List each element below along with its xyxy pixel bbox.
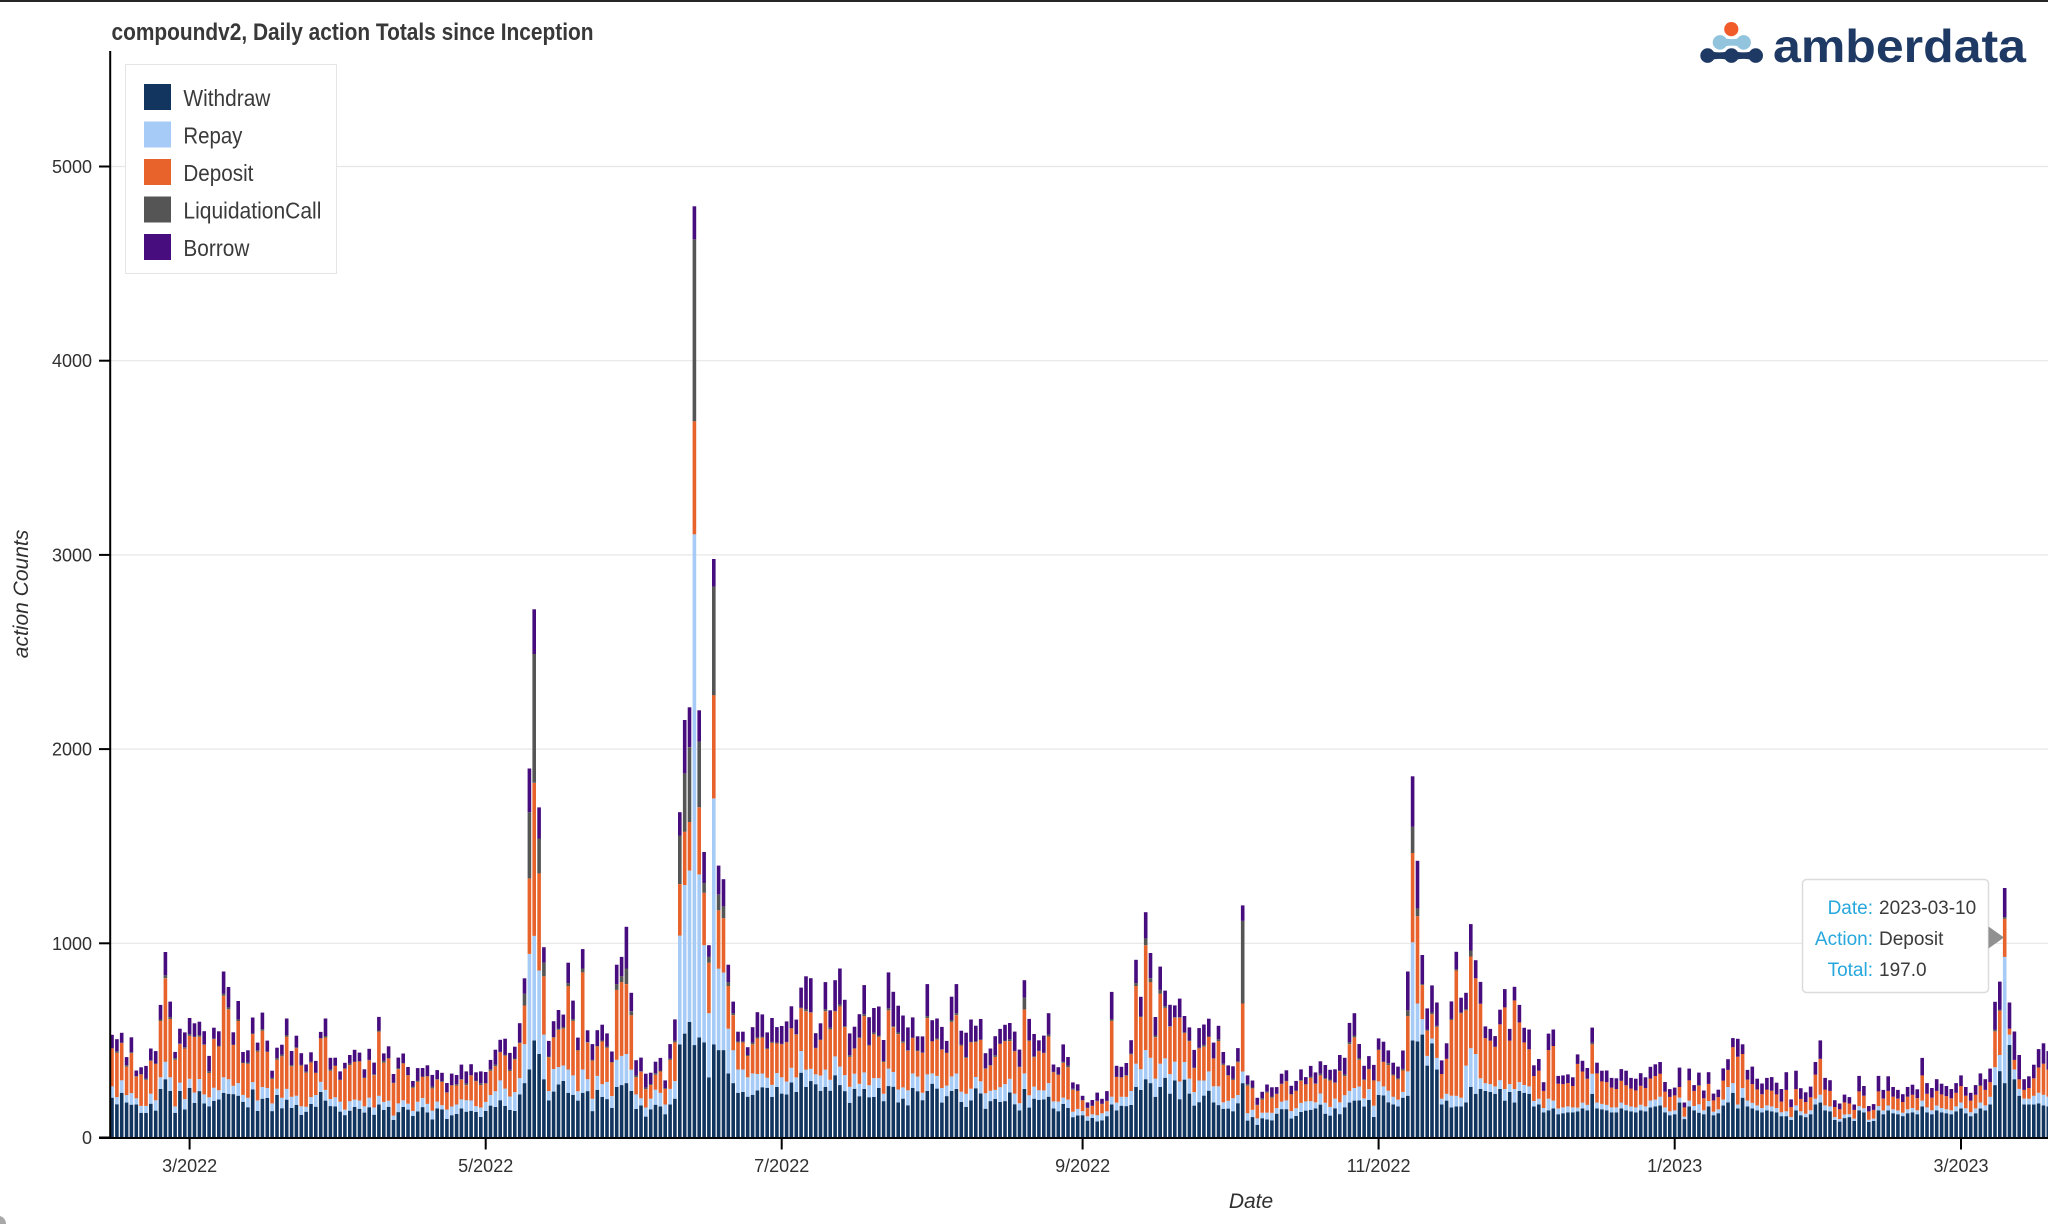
svg-text:5/2022: 5/2022 (458, 1156, 513, 1176)
svg-text:Withdraw: Withdraw (183, 85, 270, 111)
svg-text:Date: Date (1229, 1190, 1273, 1213)
svg-text:197.0: 197.0 (1879, 960, 1927, 981)
svg-text:3000: 3000 (52, 545, 92, 565)
svg-text:2023-03-10: 2023-03-10 (1879, 898, 1976, 919)
svg-text:amberdata: amberdata (1773, 20, 2026, 72)
svg-text:Total:: Total: (1828, 960, 1873, 981)
svg-text:Action:: Action: (1815, 929, 1873, 950)
svg-text:Repay: Repay (183, 122, 242, 148)
svg-text:Deposit: Deposit (1879, 929, 1944, 950)
svg-text:7/2022: 7/2022 (754, 1156, 809, 1176)
svg-text:1/2023: 1/2023 (1647, 1156, 1702, 1176)
svg-text:compoundv2, Daily action Total: compoundv2, Daily action Totals since In… (112, 19, 594, 46)
svg-text:11/2022: 11/2022 (1347, 1156, 1411, 1176)
svg-text:2000: 2000 (52, 740, 92, 760)
svg-text:3/2023: 3/2023 (1933, 1156, 1988, 1176)
svg-text:9/2022: 9/2022 (1055, 1156, 1110, 1176)
svg-text:LiquidationCall: LiquidationCall (183, 197, 321, 223)
svg-text:Date:: Date: (1828, 898, 1873, 919)
svg-text:action Counts: action Counts (10, 529, 33, 658)
svg-text:1000: 1000 (52, 934, 92, 954)
svg-text:Borrow: Borrow (183, 235, 249, 261)
svg-text:0: 0 (82, 1128, 92, 1148)
svg-text:3/2022: 3/2022 (162, 1156, 217, 1176)
svg-text:5000: 5000 (52, 157, 92, 177)
svg-text:4000: 4000 (52, 351, 92, 371)
svg-text:Deposit: Deposit (183, 160, 254, 186)
